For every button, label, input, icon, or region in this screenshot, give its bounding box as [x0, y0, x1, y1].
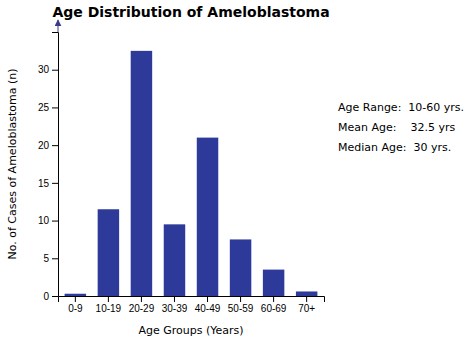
x-tick: 50-59 — [228, 296, 254, 314]
y-tick: 10 — [38, 215, 58, 226]
annotation-line: Mean Age: 32.5 yrs — [338, 121, 455, 134]
y-tick-label: 30 — [38, 64, 50, 75]
bar — [296, 291, 317, 296]
bar — [230, 239, 251, 296]
x-tick: 60-69 — [261, 296, 287, 314]
y-axis-title: No. of Cases of Ameloblastoma (n) — [6, 69, 19, 260]
y-tick: 0 — [43, 291, 58, 302]
x-axis-line — [59, 297, 325, 303]
bar — [98, 209, 119, 296]
bar — [263, 270, 284, 296]
y-tick: 15 — [38, 178, 58, 189]
x-axis-title: Age Groups (Years) — [138, 324, 243, 337]
y-tick-mark — [52, 296, 58, 297]
x-tick-mark — [306, 296, 307, 302]
x-tick: 40-49 — [195, 296, 221, 314]
y-tick-mark — [52, 145, 58, 146]
y-tick: 5 — [43, 253, 58, 264]
y-tick-mark — [52, 107, 58, 108]
x-tick-mark — [75, 296, 76, 302]
x-tick: 30-39 — [162, 296, 188, 314]
annotation-line: Median Age: 30 yrs. — [338, 141, 451, 154]
chart: 0-9 10-19 20-29 30-39 40-49 50-59 60-69 70+ 0 5 10… — [0, 0, 474, 342]
bar — [164, 224, 185, 296]
annotation-line: Age Range: 10-60 yrs. — [338, 101, 464, 114]
y-axis: 0 5 10 15 20 25 30 — [38, 33, 59, 302]
bar — [65, 294, 86, 296]
x-tick-label: 70+ — [298, 303, 315, 314]
x-tick-mark — [207, 296, 208, 302]
x-tick-label: 10-19 — [96, 303, 122, 314]
annotation: Age Range: 10-60 yrs. Mean Age: 32.5 yrs M… — [338, 101, 464, 154]
y-tick-label: 15 — [38, 178, 50, 189]
y-tick-mark — [52, 221, 58, 222]
plot: 0-9 10-19 20-29 30-39 40-49 50-59 60-69 70+ 0 5 10… — [38, 20, 325, 314]
bar — [131, 51, 152, 296]
title: Age Distribution of Ameloblastoma — [52, 4, 329, 20]
x-tick-mark — [108, 296, 109, 302]
y-tick-label: 0 — [43, 291, 49, 302]
y-tick-label: 20 — [38, 140, 50, 151]
x-tick-mark — [273, 296, 274, 302]
x-tick-label: 20-29 — [129, 303, 155, 314]
y-axis-line — [52, 33, 59, 297]
y-tick-mark — [52, 70, 58, 71]
x-tick-mark — [174, 296, 175, 302]
x-tick-label: 50-59 — [228, 303, 254, 314]
axis-arrow — [58, 20, 59, 32]
x-tick-mark — [240, 296, 241, 302]
x-tick-label: 0-9 — [68, 303, 83, 314]
x-tick-label: 40-49 — [195, 303, 221, 314]
y-tick-mark — [52, 183, 58, 184]
y-tick: 25 — [38, 102, 58, 113]
x-axis: 0-9 10-19 20-29 30-39 40-49 50-59 60-69 70+ — [59, 296, 325, 314]
x-tick-label: 60-69 — [261, 303, 287, 314]
y-tick-label: 10 — [38, 215, 50, 226]
x-tick: 70+ — [298, 296, 315, 314]
y-tick: 20 — [38, 140, 58, 151]
y-tick: 30 — [38, 64, 58, 75]
bars — [65, 51, 318, 296]
y-tick-label: 25 — [38, 102, 50, 113]
x-tick: 10-19 — [96, 296, 122, 314]
x-tick-mark — [141, 296, 142, 302]
y-tick-label: 5 — [43, 253, 49, 264]
x-tick: 0-9 — [68, 296, 83, 314]
x-tick: 20-29 — [129, 296, 155, 314]
y-tick-mark — [52, 258, 58, 259]
bar — [197, 138, 218, 296]
x-tick-label: 30-39 — [162, 303, 188, 314]
